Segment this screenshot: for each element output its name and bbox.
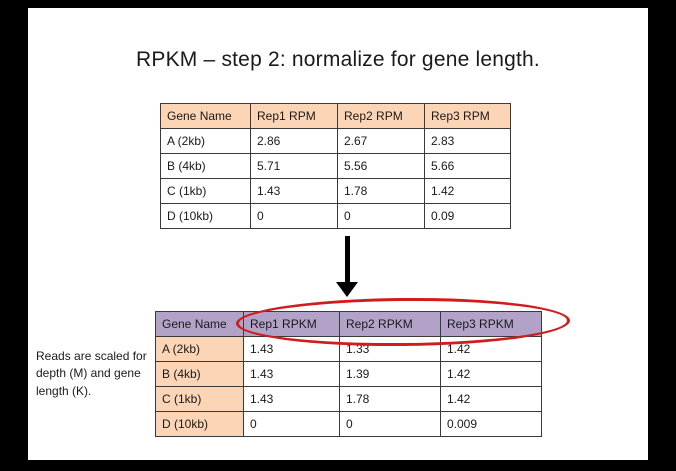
column-header: Rep3 RPKM: [440, 311, 542, 337]
table-cell: 1.43: [243, 386, 340, 412]
table-cell: 1.78: [337, 178, 425, 204]
gene-name-cell: C (1kb): [160, 178, 251, 204]
table-row: C (1kb) 1.43 1.78 1.42: [160, 178, 511, 204]
table-cell: 5.71: [250, 153, 338, 179]
table-cell: 0: [337, 203, 425, 229]
column-header: Rep3 RPM: [424, 103, 511, 129]
table-cell: 1.42: [424, 178, 511, 204]
table-header-row: Gene Name Rep1 RPKM Rep2 RPKM Rep3 RPKM: [155, 311, 542, 337]
table-cell: 0.009: [440, 411, 542, 437]
rpm-table: Gene Name Rep1 RPM Rep2 RPM Rep3 RPM A (…: [160, 103, 511, 229]
side-note: Reads are scaled for depth (M) and gene …: [36, 349, 147, 398]
table-cell: 2.86: [250, 128, 338, 154]
gene-name-cell: D (10kb): [160, 203, 251, 229]
slide-title: RPKM – step 2: normalize for gene length…: [136, 48, 540, 71]
gene-name-cell: D (10kb): [155, 411, 244, 437]
table-cell: 1.78: [339, 386, 441, 412]
table-cell: 1.39: [339, 361, 441, 387]
column-header: Gene Name: [155, 311, 244, 337]
table-cell: 1.42: [440, 361, 542, 387]
table-cell: 1.43: [243, 361, 340, 387]
slide-canvas: RPKM – step 2: normalize for gene length…: [28, 8, 648, 460]
table-cell: 1.33: [339, 336, 441, 362]
table-header-row: Gene Name Rep1 RPM Rep2 RPM Rep3 RPM: [160, 103, 511, 129]
gene-name-cell: B (4kb): [155, 361, 244, 387]
table-cell: 1.42: [440, 386, 542, 412]
table-cell: 0: [339, 411, 441, 437]
column-header: Rep2 RPM: [337, 103, 425, 129]
table-cell: 2.83: [424, 128, 511, 154]
table-row: A (2kb) 2.86 2.67 2.83: [160, 128, 511, 154]
table-row: C (1kb) 1.43 1.78 1.42: [155, 386, 542, 412]
table-row: A (2kb) 1.43 1.33 1.42: [155, 336, 542, 362]
table-cell: 1.43: [250, 178, 338, 204]
table-row: D (10kb) 0 0 0.09: [160, 203, 511, 229]
gene-name-cell: B (4kb): [160, 153, 251, 179]
table-row: D (10kb) 0 0 0.009: [155, 411, 542, 437]
table-cell: 2.67: [337, 128, 425, 154]
gene-name-cell: C (1kb): [155, 386, 244, 412]
table-cell: 0: [250, 203, 338, 229]
gene-name-cell: A (2kb): [160, 128, 251, 154]
table-cell: 1.42: [440, 336, 542, 362]
table-row: B (4kb) 1.43 1.39 1.42: [155, 361, 542, 387]
column-header: Gene Name: [160, 103, 251, 129]
table-row: B (4kb) 5.71 5.56 5.66: [160, 153, 511, 179]
table-cell: 5.56: [337, 153, 425, 179]
table-cell: 0: [243, 411, 340, 437]
rpkm-table: Gene Name Rep1 RPKM Rep2 RPKM Rep3 RPKM …: [155, 311, 542, 437]
table-cell: 0.09: [424, 203, 511, 229]
gene-name-cell: A (2kb): [155, 336, 244, 362]
table-cell: 5.66: [424, 153, 511, 179]
column-header: Rep1 RPM: [250, 103, 338, 129]
down-arrow-icon: [334, 236, 360, 298]
